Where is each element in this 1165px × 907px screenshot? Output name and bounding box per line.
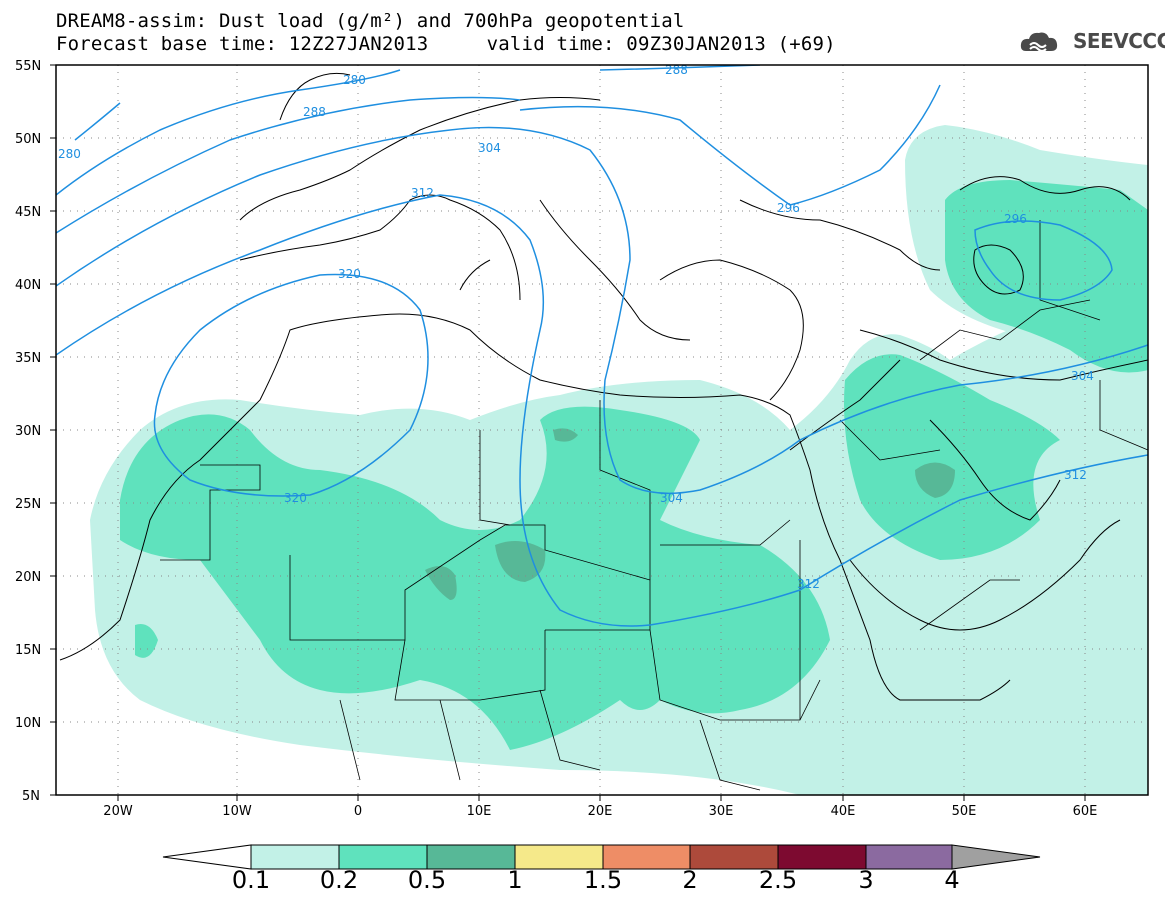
lon-label: 10E — [467, 804, 492, 819]
colorbar-swatch — [338, 844, 428, 870]
dust-level-0.5-area-2 — [425, 566, 457, 600]
lat-label: 45N — [15, 205, 41, 220]
contour-label: 320 — [284, 491, 307, 505]
lat-label: 50N — [15, 132, 41, 147]
contour-label: 312 — [1064, 468, 1087, 482]
contour-label: 312 — [411, 186, 434, 200]
contour-label: 296 — [1004, 212, 1027, 226]
lat-label: 40N — [15, 278, 41, 293]
colorbar-swatch — [602, 844, 691, 870]
dust-level-0.5-area-3 — [915, 462, 955, 498]
colorbar-label: 0.2 — [319, 866, 359, 894]
chart-title-line2: Forecast base time: 12Z27JAN2013 valid t… — [56, 33, 836, 55]
contour-label: 304 — [1071, 369, 1094, 383]
dust-level-0.2-area-2 — [844, 354, 1060, 560]
cloud-logo-icon — [1020, 32, 1058, 52]
lon-label: 30E — [709, 804, 734, 819]
dust-shading — [90, 125, 1148, 795]
lat-label: 30N — [15, 424, 41, 439]
dust-level-0.5-area — [495, 541, 546, 582]
longitude-labels: 20W 10W 0 10E 20E 30E 40E 50E 60E — [103, 804, 1097, 819]
dust-level-0.5-area-4 — [553, 428, 578, 442]
contour-label: 312 — [797, 577, 820, 591]
contour-label: 288 — [303, 105, 326, 119]
coastlines — [59, 72, 1148, 701]
lon-label: 10W — [222, 804, 252, 819]
colorbar-label: 0.1 — [231, 866, 271, 894]
lon-label: 60E — [1073, 804, 1098, 819]
country-borders — [160, 220, 1148, 791]
colorbar-label: 4 — [944, 866, 960, 894]
chart-title-line1: DREAM8-assim: Dust load (g/m²) and 700hP… — [56, 10, 685, 32]
colorbar-swatch — [865, 844, 953, 870]
dust-level-0.2-area-3 — [945, 180, 1148, 373]
lat-label: 15N — [15, 643, 41, 658]
colorbar-label: 1.5 — [583, 866, 623, 894]
geopotential-contours — [56, 65, 1148, 627]
contour-label: 280 — [58, 147, 81, 161]
lat-label: 25N — [15, 497, 41, 512]
colorbar-label: 3 — [858, 866, 874, 894]
contour-label: 280 — [343, 73, 366, 87]
colorbar-label: 0.5 — [407, 866, 447, 894]
lon-label: 0 — [354, 804, 362, 819]
lat-label: 35N — [15, 351, 41, 366]
lon-label: 20W — [103, 804, 133, 819]
colorbar-label: 1 — [507, 866, 523, 894]
axis-ticks — [50, 64, 1086, 801]
colorbar-swatch — [514, 844, 604, 870]
colorbar-high-arrow — [951, 844, 1041, 870]
colorbar-label: 2.5 — [758, 866, 798, 894]
contour-label: 304 — [660, 491, 683, 505]
latitude-labels: 55N 50N 45N 40N 35N 30N 25N 20N 15N 10N … — [15, 59, 41, 804]
contour-label: 320 — [338, 267, 361, 281]
colorbar-label: 2 — [682, 866, 698, 894]
contour-label: 304 — [478, 141, 501, 155]
colorbar — [162, 844, 1041, 870]
contour-label: 296 — [777, 201, 800, 215]
contour-label: 288 — [665, 63, 688, 77]
logo-text: SEEVCCC — [1073, 29, 1165, 53]
lat-label: 20N — [15, 570, 41, 585]
lat-label: 10N — [15, 716, 41, 731]
colorbar-swatch — [689, 844, 779, 870]
lat-label: 55N — [15, 59, 41, 74]
lon-label: 40E — [831, 804, 856, 819]
lat-label: 5N — [22, 789, 40, 804]
lon-label: 20E — [588, 804, 613, 819]
contour-labels: 280 288 280 288 304 312 296 320 320 304 … — [58, 63, 1094, 591]
lon-label: 50E — [952, 804, 977, 819]
